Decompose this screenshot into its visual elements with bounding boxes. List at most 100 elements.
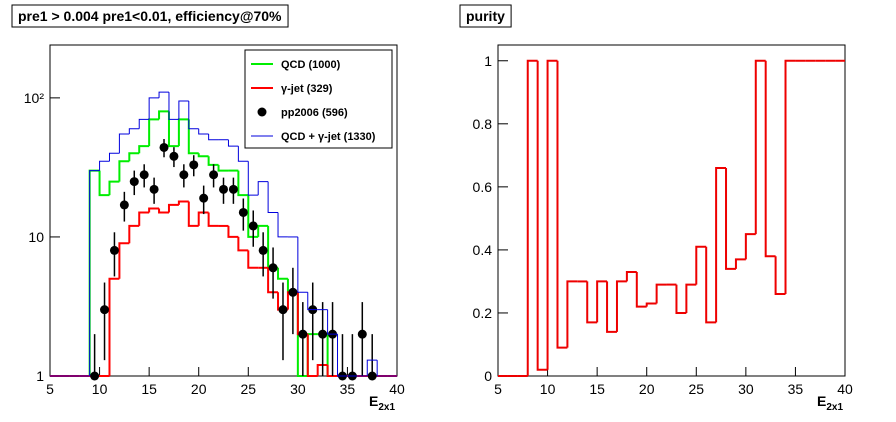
- histogram-step: [566, 280, 578, 348]
- histogram-step: [615, 280, 627, 332]
- histogram-step: [158, 91, 169, 98]
- histogram-step: [108, 277, 120, 376]
- data-point: [219, 184, 228, 194]
- x-tick-label: 40: [837, 381, 853, 397]
- histogram-step: [128, 152, 140, 162]
- histogram-step: [207, 156, 219, 166]
- histogram-step: [526, 59, 538, 376]
- chart-title: pre1 > 0.004 pre1<0.01, efficiency@70%: [18, 8, 282, 24]
- histogram-step: [158, 110, 169, 120]
- title-box: [11, 4, 289, 28]
- histogram-step: [177, 118, 189, 147]
- histogram-step: [754, 59, 766, 235]
- data-point: [149, 184, 159, 194]
- histogram-step: [675, 284, 687, 314]
- histogram-step: [89, 170, 100, 376]
- histogram-step: [217, 164, 229, 172]
- x-tick-label: 30: [290, 381, 306, 397]
- data-point: [100, 305, 110, 315]
- x-tick-label: 5: [494, 381, 502, 397]
- histogram-step: [326, 364, 338, 377]
- histogram-step: [167, 203, 179, 213]
- data-point: [278, 305, 288, 315]
- histogram-step: [277, 212, 288, 238]
- x-tick-label: 15: [589, 381, 605, 397]
- data-point: [288, 287, 298, 297]
- histogram-step: [128, 224, 140, 244]
- y-tick-label: 10²: [24, 90, 45, 106]
- data-point: [318, 329, 328, 339]
- y-tick-label: 10: [28, 229, 44, 245]
- histogram-step: [207, 212, 219, 227]
- histogram-step: [297, 236, 308, 293]
- x-tick-label: 20: [639, 381, 655, 397]
- data-point: [268, 263, 278, 273]
- data-point: [189, 160, 199, 170]
- histogram-step: [316, 363, 328, 376]
- histogram-step: [734, 258, 746, 269]
- histogram-step: [168, 92, 179, 120]
- histogram-step: [774, 256, 786, 296]
- histogram-step: [237, 146, 249, 162]
- histogram-step: [98, 170, 110, 197]
- y-tick-label: 1: [36, 368, 44, 384]
- histogram-step: [128, 128, 140, 134]
- data-point: [139, 170, 149, 180]
- histogram-step: [725, 167, 736, 270]
- histogram-step: [208, 133, 219, 141]
- data-point: [90, 371, 100, 381]
- legend-marker: [257, 107, 267, 117]
- histogram-step: [197, 153, 209, 158]
- histogram-step: [655, 283, 667, 304]
- histogram-step: [138, 145, 150, 154]
- histogram-step: [536, 60, 548, 371]
- histogram-step: [148, 118, 160, 147]
- data-point: [298, 329, 308, 339]
- histogram-step: [138, 118, 150, 129]
- legend-label: QCD (1000): [281, 59, 341, 71]
- legend-box: [244, 49, 393, 149]
- histogram-step: [237, 170, 249, 197]
- histogram-step: [715, 166, 727, 323]
- histogram-step: [99, 160, 110, 171]
- data-point: [119, 200, 129, 210]
- legend-label: QCD + γ-jet (1330): [281, 131, 376, 143]
- x-tick-label: 15: [141, 381, 157, 397]
- histogram-step: [138, 211, 150, 226]
- data-point: [258, 245, 268, 255]
- histogram-step: [247, 161, 259, 196]
- histogram-step: [257, 224, 269, 237]
- histogram-step: [227, 139, 239, 147]
- histogram-step: [118, 133, 130, 154]
- data-point: [169, 151, 179, 161]
- data-point: [367, 371, 377, 381]
- histogram-step: [267, 267, 279, 294]
- y-tick-label: 0.8: [473, 116, 493, 132]
- histogram-step: [237, 236, 249, 252]
- data-point: [109, 245, 119, 255]
- x-tick-label: 25: [240, 381, 256, 397]
- histogram-step: [178, 100, 189, 120]
- legend-label: pp2006 (596): [281, 107, 348, 119]
- histogram-step: [118, 242, 130, 279]
- histogram-step: [705, 246, 717, 324]
- data-point: [129, 177, 139, 187]
- x-axis-label-main: E: [369, 393, 378, 409]
- data-point: [209, 170, 219, 180]
- histogram-step: [257, 181, 269, 196]
- histogram-step: [366, 359, 378, 376]
- x-axis-label-sub: 2x1: [378, 402, 395, 413]
- histogram-step: [108, 152, 120, 162]
- x-axis-label-sub: 2x1: [826, 402, 843, 413]
- y-tick-label: 1: [484, 53, 492, 69]
- data-point: [238, 207, 248, 217]
- histogram-step: [307, 292, 318, 311]
- histogram-step: [645, 302, 657, 307]
- histogram-step: [177, 200, 189, 205]
- x-tick-label: 10: [540, 381, 556, 397]
- legend-label: γ-jet (329): [281, 83, 333, 95]
- histogram-step: [187, 119, 199, 155]
- chart-title: purity: [466, 8, 505, 24]
- frame: [497, 44, 846, 377]
